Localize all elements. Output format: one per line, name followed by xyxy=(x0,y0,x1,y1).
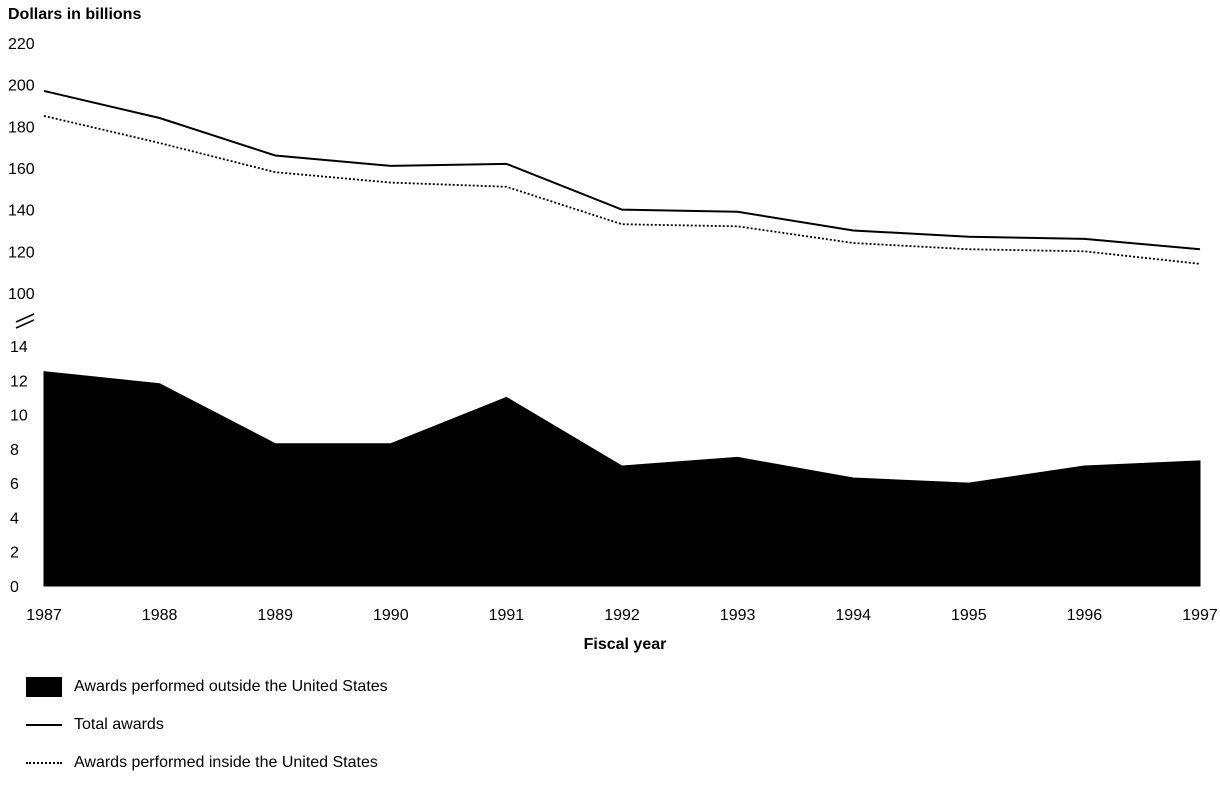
x-tick-label: 1995 xyxy=(951,607,987,624)
y-tick-label: 180 xyxy=(8,119,35,136)
y-tick-label: 2 xyxy=(10,545,19,562)
x-axis-ticks: 1987 1988 1989 1990 1991 1992 1993 1994 1995 1996… xyxy=(26,607,1218,624)
lower-y-ticks: 0 2 4 6 8 10 12 14 xyxy=(10,339,28,596)
x-tick-label: 1997 xyxy=(1182,607,1218,624)
legend-label-outside: Awards performed outside the United Stat… xyxy=(74,678,388,695)
legend-label-inside: Awards performed inside the United State… xyxy=(74,754,378,771)
x-tick-label: 1989 xyxy=(257,607,293,624)
solid-line-icon xyxy=(26,724,62,726)
y-tick-label: 200 xyxy=(8,78,35,95)
axis-break-marker xyxy=(15,313,35,329)
legend-item-outside: Awards performed outside the United Stat… xyxy=(26,676,388,698)
x-tick-label: 1992 xyxy=(604,607,640,624)
y-tick-label: 220 xyxy=(8,36,35,53)
y-tick-label: 6 xyxy=(10,476,19,493)
legend-item-inside: Awards performed inside the United State… xyxy=(26,752,388,774)
y-tick-label: 4 xyxy=(10,510,19,527)
y-axis-title: Dollars in billions xyxy=(8,6,142,23)
y-tick-label: 12 xyxy=(10,373,28,390)
x-tick-label: 1987 xyxy=(26,607,62,624)
area-outside-us xyxy=(43,371,1201,587)
x-tick-label: 1988 xyxy=(142,607,178,624)
x-tick-label: 1990 xyxy=(373,607,409,624)
x-tick-label: 1993 xyxy=(720,607,756,624)
area-series xyxy=(43,371,1201,587)
y-tick-label: 100 xyxy=(8,286,35,303)
legend: Awards performed outside the United Stat… xyxy=(26,676,388,790)
y-tick-label: 120 xyxy=(8,244,35,261)
y-tick-label: 140 xyxy=(8,203,35,220)
x-tick-label: 1991 xyxy=(489,607,525,624)
x-tick-label: 1996 xyxy=(1067,607,1103,624)
line-total-awards xyxy=(43,89,1201,251)
y-tick-label: 14 xyxy=(10,339,28,356)
dotted-line-icon xyxy=(26,762,62,764)
line-series xyxy=(43,89,1201,265)
y-tick-label: 0 xyxy=(10,579,19,596)
legend-label-total: Total awards xyxy=(74,716,164,733)
legend-item-total: Total awards xyxy=(26,714,388,736)
y-tick-label: 160 xyxy=(8,161,35,178)
x-axis-title: Fiscal year xyxy=(583,636,667,653)
x-tick-label: 1994 xyxy=(835,607,871,624)
y-tick-label: 8 xyxy=(10,442,19,459)
upper-y-ticks: 100 120 140 160 180 200 220 xyxy=(8,36,35,303)
filled-box-icon xyxy=(26,677,62,697)
y-tick-label: 10 xyxy=(10,408,28,425)
line-inside-us xyxy=(43,115,1201,265)
